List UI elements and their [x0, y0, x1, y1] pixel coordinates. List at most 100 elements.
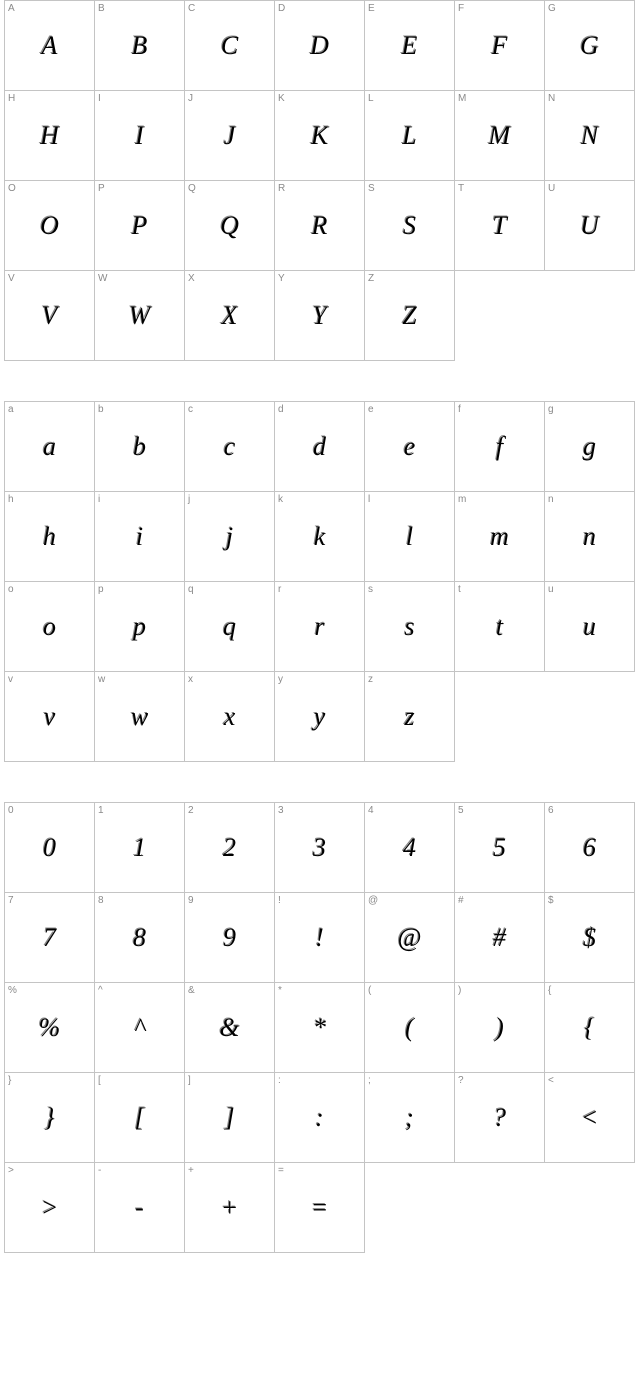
glyph-cell: ** [275, 983, 365, 1073]
glyph-label: > [8, 1165, 14, 1176]
glyph-cell: hh [5, 492, 95, 582]
glyph-label: v [8, 674, 13, 685]
glyph-label: e [368, 404, 374, 415]
glyph-display: Y [275, 301, 364, 331]
glyph-cell: GG [545, 1, 635, 91]
glyph-display: r [275, 612, 364, 642]
glyph-cell: 11 [95, 803, 185, 893]
glyph-label: 0 [8, 805, 14, 816]
glyph-display: V [5, 301, 94, 331]
glyph-cell: 44 [365, 803, 455, 893]
glyph-label: { [548, 985, 551, 996]
glyph-display: s [365, 612, 454, 642]
glyph-display: # [455, 923, 544, 953]
glyph-display: % [5, 1013, 94, 1043]
glyph-display: C [185, 31, 274, 61]
glyph-cell: EE [365, 1, 455, 91]
glyph-display: & [185, 1013, 274, 1043]
glyph-label: Q [188, 183, 196, 194]
glyph-label: n [548, 494, 554, 505]
glyph-display: q [185, 612, 274, 642]
glyph-display: [ [95, 1103, 184, 1133]
glyph-label: 3 [278, 805, 284, 816]
glyph-cell: ll [365, 492, 455, 582]
glyph-label: ? [458, 1075, 464, 1086]
glyph-cell: dd [275, 402, 365, 492]
glyph-display: n [545, 522, 634, 552]
glyph-cell: ww [95, 672, 185, 762]
glyph-display: v [5, 702, 94, 732]
glyph-label: C [188, 3, 195, 14]
glyph-label: 7 [8, 895, 14, 906]
glyph-display: Z [365, 301, 454, 331]
glyph-cell: ## [455, 893, 545, 983]
glyph-display: k [275, 522, 364, 552]
glyph-display: 1 [95, 833, 184, 863]
glyph-cell: PP [95, 181, 185, 271]
glyph-display: b [95, 432, 184, 462]
glyph-display: S [365, 211, 454, 241]
glyph-cell: ee [365, 402, 455, 492]
glyph-display: w [95, 702, 184, 732]
glyph-label: ^ [98, 985, 103, 996]
glyph-cell: rr [275, 582, 365, 672]
glyph-display: 5 [455, 833, 544, 863]
glyph-cell: vv [5, 672, 95, 762]
glyph-cell: 77 [5, 893, 95, 983]
glyph-display: N [545, 121, 634, 151]
glyph-cell: NN [545, 91, 635, 181]
glyph-label: M [458, 93, 466, 104]
glyph-label: w [98, 674, 105, 685]
glyph-cell: cc [185, 402, 275, 492]
glyph-grid: 00112233445566778899!!@@##$$%%^^&&**(())… [4, 802, 635, 1253]
glyph-cell: ^^ [95, 983, 185, 1073]
glyph-cell: ]] [185, 1073, 275, 1163]
glyph-cell: >> [5, 1163, 95, 1253]
glyph-display: ? [455, 1103, 544, 1133]
glyph-display: { [545, 1013, 634, 1043]
glyph-display: B [95, 31, 184, 61]
glyph-label: $ [548, 895, 554, 906]
glyph-cell: ?? [455, 1073, 545, 1163]
glyph-label: X [188, 273, 195, 284]
glyph-cell: JJ [185, 91, 275, 181]
glyph-display: a [5, 432, 94, 462]
glyph-label: - [98, 1165, 101, 1176]
glyph-label: k [278, 494, 283, 505]
glyph-label: ( [368, 985, 371, 996]
glyph-label: ! [278, 895, 281, 906]
glyph-cell: gg [545, 402, 635, 492]
glyph-cell: ++ [185, 1163, 275, 1253]
glyph-display: g [545, 432, 634, 462]
glyph-display: y [275, 702, 364, 732]
glyph-display: c [185, 432, 274, 462]
glyph-cell: yy [275, 672, 365, 762]
glyph-grid: AABBCCDDEEFFGGHHIIJJKKLLMMNNOOPPQQRRSSTT… [4, 0, 635, 361]
glyph-grid: aabbccddeeffgghhiijjkkllmmnnooppqqrrsstt… [4, 401, 635, 762]
glyph-cell: XX [185, 271, 275, 361]
glyph-label: % [8, 985, 17, 996]
glyph-display: X [185, 301, 274, 331]
glyph-label: x [188, 674, 193, 685]
glyph-display: } [5, 1103, 94, 1133]
glyph-label: L [368, 93, 374, 104]
glyph-label: F [458, 3, 464, 14]
glyph-label: A [8, 3, 15, 14]
glyph-cell: pp [95, 582, 185, 672]
glyph-cell: xx [185, 672, 275, 762]
glyph-label: ; [368, 1075, 371, 1086]
glyph-cell: ii [95, 492, 185, 582]
glyph-label: 9 [188, 895, 194, 906]
glyph-label: ) [458, 985, 461, 996]
glyph-label: * [278, 985, 282, 996]
glyph-label: f [458, 404, 461, 415]
glyph-display: 3 [275, 833, 364, 863]
glyph-label: G [548, 3, 556, 14]
glyph-cell: WW [95, 271, 185, 361]
glyph-cell: 66 [545, 803, 635, 893]
glyph-display: $ [545, 923, 634, 953]
glyph-label: N [548, 93, 555, 104]
glyph-cell: DD [275, 1, 365, 91]
glyph-cell: BB [95, 1, 185, 91]
glyph-display: u [545, 612, 634, 642]
